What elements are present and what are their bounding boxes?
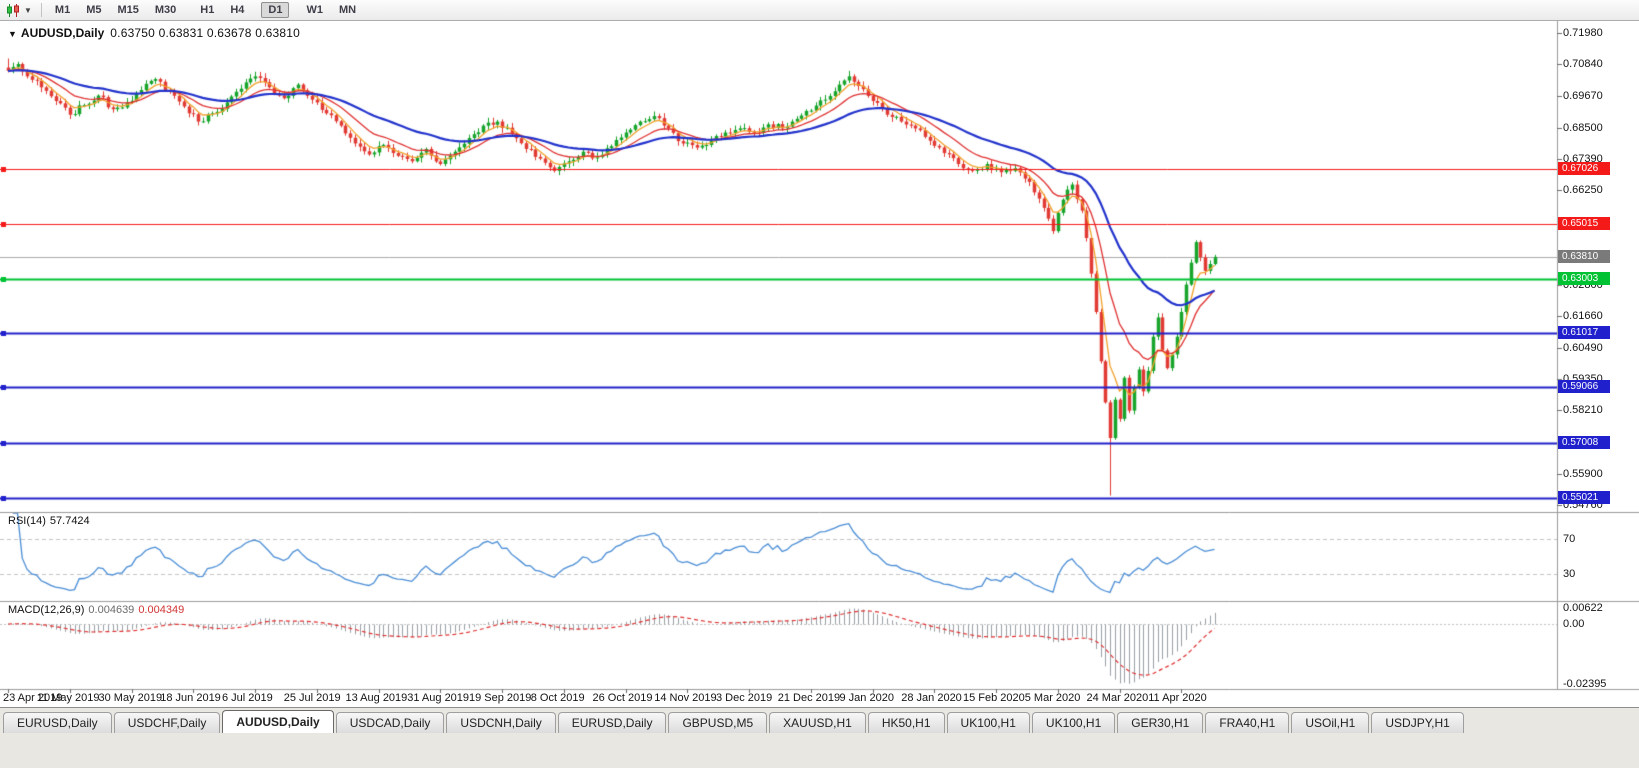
chart-tab-9-uk100-h1[interactable]: UK100,H1 [946, 712, 1030, 733]
timeframe-button-m1[interactable]: M1 [54, 4, 71, 16]
hline-price-label: 0.61017 [1558, 326, 1610, 340]
chart-tab-13-usoil-h1[interactable]: USOil,H1 [1291, 712, 1370, 733]
hline-price-label: 0.57008 [1558, 436, 1610, 450]
chart-title: ▼ AUDUSD,Daily 0.63750 0.63831 0.63678 0.6… [8, 26, 300, 40]
chart-tab-0-eurusd-daily[interactable]: EURUSD,Daily [3, 712, 112, 733]
timeframe-button-h4[interactable]: H4 [230, 4, 245, 16]
bottom-bar: EURUSD,Daily USDCHF,Daily AUDUSD,Daily USDC… [0, 707, 1639, 768]
chevron-down-icon: ▼ [24, 5, 32, 15]
candlestick-chart-icon[interactable]: ▼ [2, 3, 36, 18]
date-axis-label: 28 Jan 2020 [901, 692, 962, 704]
hline-price-label: 0.65015 [1558, 216, 1610, 230]
date-axis-label: 5 Mar 2020 [1024, 692, 1081, 704]
price-axis-tick: 0.55900 [1563, 467, 1603, 480]
timeframe-button-m30[interactable]: M30 [154, 4, 177, 16]
hline-price-label: 0.63003 [1558, 272, 1610, 286]
chart-tab-12-fra40-h1[interactable]: FRA40,H1 [1205, 712, 1290, 733]
date-axis-label: 26 Oct 2019 [592, 692, 653, 704]
chart-tab-7-xauusd-h1[interactable]: XAUUSD,H1 [769, 712, 866, 733]
price-axis-tick: 0.66250 [1563, 184, 1603, 197]
date-axis-label: 6 Jul 2019 [222, 692, 273, 704]
hline-price-label: 0.67026 [1558, 161, 1610, 175]
rsi-label: RSI(14) 57.7424 [8, 515, 90, 527]
timeframe-button-d1[interactable]: D1 [261, 2, 290, 18]
timeframe-toolbar: ▼ M1 M5 M15 M30 H1 H4 D1 W1 MN [0, 0, 1639, 21]
timeframe-button-w1[interactable]: W1 [306, 4, 323, 16]
price-axis-tick: 0.58210 [1563, 404, 1603, 417]
macd-signal-value: 0.004349 [138, 604, 185, 616]
date-axis-label: 23 Apr 2019 [3, 692, 63, 704]
date-axis-label: 11 May 2019 [36, 692, 100, 704]
price-axis-tick: 0.60490 [1563, 341, 1603, 354]
date-axis-label: 14 Nov 2019 [654, 692, 717, 704]
timeframe-button-m5[interactable]: M5 [86, 4, 102, 16]
price-axis-tick: 0.68500 [1563, 122, 1603, 135]
macd-axis-label: 0.00622 [1563, 602, 1603, 615]
date-axis-label: 9 Jan 2020 [839, 692, 894, 704]
chart-tab-10-uk100-h1[interactable]: UK100,H1 [1031, 712, 1116, 733]
chart-tab-bar: EURUSD,Daily USDCHF,Daily AUDUSD,Daily USDC… [0, 708, 1639, 733]
chart-tab-14-usdjpy-h1[interactable]: USDJPY,H1 [1371, 712, 1464, 733]
price-axis-tick: 0.61660 [1563, 309, 1603, 322]
timeframe-button-m15[interactable]: M15 [117, 4, 139, 16]
date-axis-label: 13 Aug 2019 [345, 692, 408, 704]
current-price-label: 0.63810 [1558, 249, 1610, 263]
candlestick-glyph [7, 3, 19, 17]
chart-tab-6-gbpusd-m5[interactable]: GBPUSD,M5 [668, 712, 768, 733]
chart-ohlc-values: 0.63750 0.63831 0.63678 0.63810 [110, 26, 300, 40]
chart-symbol-label: AUDUSD,Daily [20, 26, 105, 40]
macd-axis-label: -0.02395 [1563, 677, 1607, 690]
price-axis-tick: 0.71980 [1563, 27, 1603, 40]
date-axis-label: 31 Aug 2019 [407, 692, 470, 704]
macd-axis-label: 0.00 [1563, 618, 1585, 630]
date-axis-label: 21 Dec 2019 [777, 692, 841, 704]
date-axis-label: 8 Oct 2019 [530, 692, 585, 704]
chart-tab-1-usdchf-daily[interactable]: USDCHF,Daily [113, 712, 221, 733]
price-axis-tick: 0.69670 [1563, 90, 1603, 103]
date-axis-label: 25 Jul 2019 [283, 692, 341, 704]
chart-tab-5-eurusd-daily[interactable]: EURUSD,Daily [557, 712, 667, 733]
date-axis-label: 19 Sep 2019 [469, 692, 532, 704]
price-axis-tick: 0.70840 [1563, 58, 1603, 71]
hline-price-label: 0.55021 [1558, 490, 1610, 504]
macd-main-value: 0.004639 [88, 604, 135, 616]
timeframe-button-mn[interactable]: MN [338, 4, 357, 16]
toolbar-separator [40, 3, 42, 17]
chart-tab-4-usdcnh-daily[interactable]: USDCNH,Daily [446, 712, 556, 733]
chart-tab-3-usdcad-daily[interactable]: USDCAD,Daily [335, 712, 445, 733]
timeframe-buttons: M1 M5 M15 M30 H1 H4 D1 W1 MN [47, 2, 364, 18]
chart-tab-8-hk50-h1[interactable]: HK50,H1 [867, 712, 945, 733]
price-chart-canvas[interactable] [0, 21, 1639, 707]
rsi-name: RSI(14) [8, 515, 46, 527]
date-axis-label: 11 Apr 2020 [1148, 692, 1207, 704]
hline-price-label: 0.59066 [1558, 379, 1610, 393]
chart-tab-2-audusd-daily[interactable]: AUDUSD,Daily [222, 710, 334, 733]
rsi-value: 57.7424 [49, 515, 90, 527]
date-axis-label: 24 Mar 2020 [1086, 692, 1149, 704]
rsi-level-label: 30 [1563, 568, 1576, 581]
date-axis-label: 30 May 2019 [98, 692, 163, 704]
macd-label: MACD(12,26,9) 0.004639 0.004349 [8, 604, 184, 616]
date-axis-label: 3 Dec 2019 [716, 692, 773, 704]
date-axis-label: 15 Feb 2020 [963, 692, 1025, 704]
timeframe-button-h1[interactable]: H1 [200, 4, 215, 16]
one-click-trading-icon[interactable]: ▼ [8, 29, 17, 39]
rsi-level-label: 70 [1563, 532, 1576, 545]
chart-tab-11-ger30-h1[interactable]: GER30,H1 [1117, 712, 1204, 733]
macd-name: MACD(12,26,9) [8, 604, 85, 616]
date-axis-label: 18 Jun 2019 [160, 692, 221, 704]
